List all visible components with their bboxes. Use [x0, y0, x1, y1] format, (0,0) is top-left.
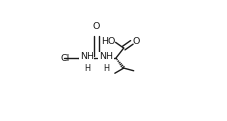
Text: HO: HO — [101, 37, 115, 46]
Text: NH: NH — [80, 52, 94, 61]
Text: NH: NH — [99, 52, 113, 61]
Text: H: H — [84, 64, 90, 73]
Text: Cl: Cl — [61, 54, 70, 63]
Text: O: O — [93, 23, 100, 31]
Text: H: H — [104, 64, 110, 73]
Text: O: O — [133, 37, 140, 46]
